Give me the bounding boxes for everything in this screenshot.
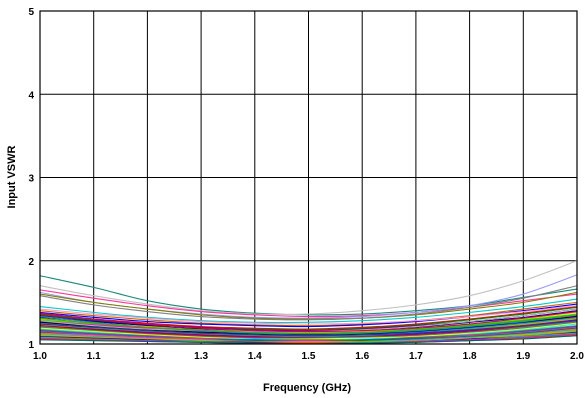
x-axis-title: Frequency (GHz) bbox=[263, 382, 351, 394]
y-tick-label: 4 bbox=[28, 90, 34, 101]
y-tick-label: 1 bbox=[28, 340, 34, 351]
x-tick-label: 1.0 bbox=[33, 351, 47, 362]
x-tick-label: 1.6 bbox=[355, 351, 369, 362]
y-tick-label: 5 bbox=[28, 7, 34, 18]
series-line bbox=[39, 289, 578, 318]
series-line bbox=[39, 314, 578, 334]
x-tick-label: 1.2 bbox=[140, 351, 154, 362]
series-line bbox=[39, 319, 578, 338]
series-line bbox=[39, 291, 578, 320]
x-tick-label: 1.8 bbox=[463, 351, 477, 362]
plot-frame bbox=[39, 10, 578, 345]
y-tick-label: 2 bbox=[28, 257, 34, 268]
x-tick-label: 1.1 bbox=[87, 351, 101, 362]
x-tick-label: 1.9 bbox=[516, 351, 530, 362]
series-line bbox=[39, 322, 578, 340]
series-line bbox=[39, 285, 578, 321]
series-line bbox=[39, 310, 578, 333]
series-line bbox=[39, 325, 578, 341]
y-tick-labels: 1 2 3 4 5 bbox=[28, 7, 34, 351]
x-tick-label: 2.0 bbox=[570, 351, 584, 362]
series-line bbox=[39, 260, 578, 315]
series-lines bbox=[39, 260, 578, 345]
y-tick-label: 3 bbox=[28, 174, 34, 185]
series-line bbox=[39, 301, 578, 327]
x-tick-label: 1.4 bbox=[248, 351, 262, 362]
series-line bbox=[39, 305, 578, 325]
series-line bbox=[39, 320, 578, 337]
x-tick-label: 1.3 bbox=[194, 351, 208, 362]
x-tick-label: 1.5 bbox=[302, 351, 316, 362]
y-axis-title: Input VSWR bbox=[6, 145, 18, 208]
x-tick-label: 1.7 bbox=[409, 351, 423, 362]
x-tick-labels: 1.0 1.1 1.2 1.3 1.4 1.5 1.6 1.7 1.8 1.9 2.0 bbox=[33, 351, 584, 362]
series-line bbox=[39, 317, 578, 338]
series-line bbox=[39, 326, 578, 342]
series-line bbox=[39, 275, 578, 316]
series-line bbox=[39, 298, 578, 324]
series-line bbox=[39, 315, 578, 336]
